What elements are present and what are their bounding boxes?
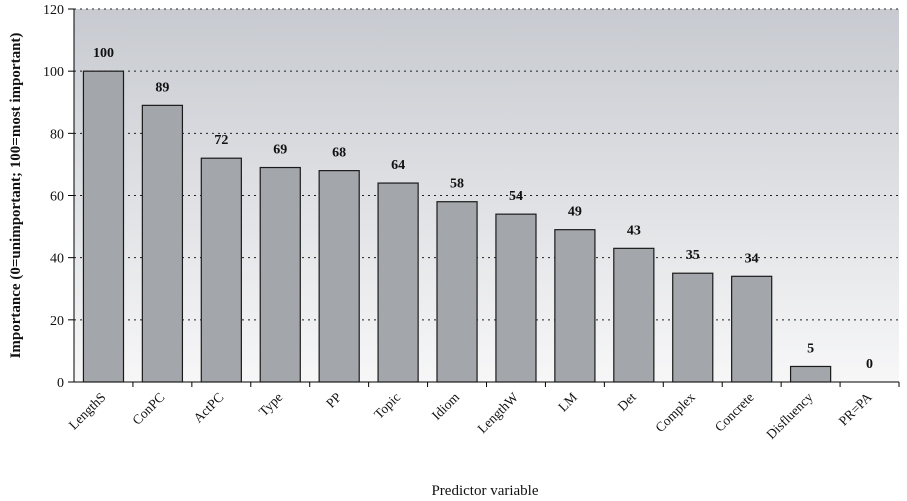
x-tick-label: LengthS	[66, 390, 109, 433]
data-label: 58	[450, 177, 464, 192]
data-label: 68	[332, 146, 346, 161]
plot-area	[74, 9, 899, 382]
x-tick-labels: LengthS ConPC ActPC Type PP Topic Idiom LengthW…	[66, 389, 875, 442]
x-tick-label: Concrete	[712, 390, 757, 435]
data-label: 89	[155, 80, 169, 95]
x-tick-label: Idiom	[429, 389, 463, 423]
data-labels: 100 89 72 69 68 64 58 54 49 43 35 34 5 0	[93, 46, 873, 372]
y-tick-label: 120	[43, 3, 64, 18]
y-tick-labels: 0 20 40 60 80 100 120	[43, 3, 64, 391]
bar	[436, 201, 478, 383]
x-tick-label: LengthW	[474, 389, 521, 436]
bar	[613, 247, 655, 383]
data-label: 5	[807, 341, 814, 356]
x-tick-label: Complex	[652, 389, 698, 435]
data-label: 35	[686, 248, 700, 263]
bar	[318, 170, 360, 383]
y-tick-label: 20	[50, 314, 64, 329]
bar	[731, 275, 773, 383]
x-tick-label: Det	[615, 389, 640, 414]
x-tick-label: PP	[323, 390, 344, 411]
bar	[259, 166, 301, 383]
bar	[141, 104, 184, 383]
data-label: 64	[391, 158, 405, 173]
x-tick-label: LM	[555, 390, 580, 415]
data-label: 54	[509, 189, 523, 204]
bar	[82, 70, 125, 383]
data-label: 100	[93, 46, 114, 61]
bar	[200, 157, 242, 383]
x-axis-label: Predictor variable	[431, 483, 538, 499]
x-tick-label: ActPC	[190, 390, 226, 426]
x-tick-label: ConPC	[129, 390, 167, 428]
y-tick-label: 80	[50, 127, 64, 142]
data-label: 49	[568, 205, 582, 220]
bar	[554, 229, 596, 383]
x-tick-label: Topic	[371, 390, 403, 422]
bar	[495, 213, 537, 383]
x-tick-label: PR=PA	[836, 389, 875, 428]
data-label: 34	[745, 251, 759, 266]
data-label: 69	[273, 143, 287, 158]
y-axis-label: Importance (0=unimportant; 100=most impo…	[8, 33, 24, 359]
x-tick-label: Type	[256, 390, 286, 420]
data-label: 72	[214, 133, 228, 148]
x-tick-label: Disfluency	[763, 389, 816, 442]
data-label: 0	[866, 357, 873, 372]
y-tick-label: 100	[43, 65, 64, 80]
y-tick-label: 60	[50, 190, 64, 205]
bars	[82, 70, 832, 383]
y-tick-label: 40	[50, 252, 64, 267]
data-label: 43	[627, 223, 641, 238]
y-tick-label: 0	[57, 376, 64, 391]
bar	[789, 365, 832, 383]
bar	[377, 182, 419, 383]
bar	[672, 272, 714, 383]
